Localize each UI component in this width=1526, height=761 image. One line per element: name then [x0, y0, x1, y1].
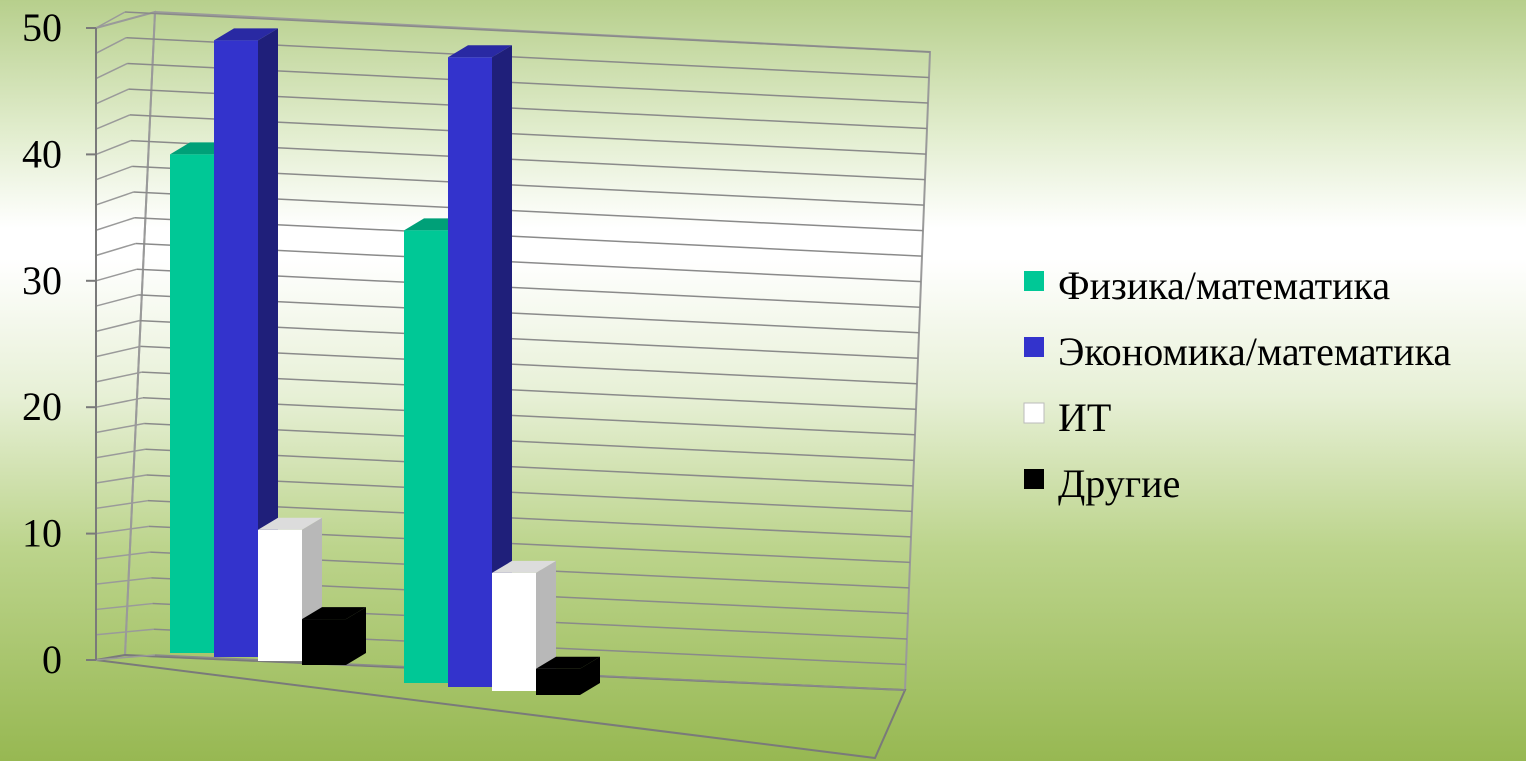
bar [448, 45, 512, 688]
bar-front [492, 572, 536, 691]
legend-label: ИТ [1058, 395, 1111, 440]
side-gridline [95, 499, 148, 510]
legend: Физика/математика Экономика/математика ИТ Д… [1023, 263, 1451, 506]
bar-top [214, 28, 278, 41]
bar-front [302, 619, 346, 665]
side-gridline [95, 448, 146, 459]
side-gridline [95, 11, 126, 29]
side-gridline [95, 577, 152, 585]
side-gridline [95, 217, 135, 231]
side-gridline [95, 371, 142, 383]
bars [170, 28, 600, 695]
side-gridline [95, 114, 131, 130]
side-wall [95, 10, 157, 662]
legend-item: Экономика/математика [1024, 329, 1451, 374]
side-gridline [95, 628, 154, 636]
side-gridline [95, 345, 141, 358]
y-tick-label: 20 [22, 384, 62, 429]
side-gridline [95, 139, 132, 156]
side-gridline [95, 551, 151, 560]
bar-front [258, 529, 302, 661]
side-gridline [95, 62, 128, 80]
bar [214, 28, 278, 658]
legend-label: Другие [1058, 461, 1180, 506]
bar-side [536, 560, 556, 691]
side-gridline [95, 37, 127, 54]
bar-top [536, 656, 600, 669]
side-gridline [95, 294, 139, 307]
bar-top [448, 45, 512, 58]
side-gridline [95, 268, 138, 282]
legend-item: Другие [1024, 461, 1180, 506]
bar-side [258, 28, 278, 657]
side-gridline [95, 474, 147, 484]
bar [492, 560, 556, 691]
side-gridline [95, 242, 137, 257]
y-tick-label: 0 [42, 637, 62, 682]
side-gridline [95, 319, 140, 333]
bar [536, 656, 600, 695]
bar [302, 607, 366, 665]
bar-front [536, 668, 580, 695]
gridline [124, 11, 931, 53]
legend-label: Физика/математика [1058, 263, 1390, 308]
y-tick-label: 50 [22, 5, 62, 50]
bar-front [214, 40, 258, 658]
y-tick-label: 30 [22, 258, 62, 303]
y-tick-label: 10 [22, 511, 62, 556]
side-gridline [95, 191, 134, 206]
legend-swatch [1024, 469, 1044, 489]
bar-side [580, 656, 600, 695]
y-axis: 0 10 20 30 40 50 [22, 5, 97, 682]
bar-front [448, 57, 492, 688]
bar-side [492, 45, 512, 687]
legend-swatch [1023, 402, 1045, 424]
bar-front [170, 154, 214, 653]
legend-label: Экономика/математика [1058, 329, 1451, 374]
side-gridline [95, 654, 156, 661]
legend-swatch [1024, 337, 1044, 357]
y-tick-label: 40 [22, 131, 62, 176]
legend-item: Физика/математика [1024, 263, 1390, 308]
side-gridline [95, 88, 129, 105]
bar-side [346, 607, 366, 665]
bar-top [492, 560, 556, 573]
side-gridline [95, 525, 150, 535]
side-gridline [95, 397, 144, 408]
bar-top [258, 517, 322, 530]
side-gridline [95, 165, 133, 181]
side-gridline [95, 602, 153, 611]
bar-front [404, 230, 448, 684]
side-gridline [95, 422, 145, 434]
bar-top [302, 607, 366, 620]
legend-item: ИТ [1023, 395, 1111, 440]
legend-swatch [1024, 271, 1044, 291]
